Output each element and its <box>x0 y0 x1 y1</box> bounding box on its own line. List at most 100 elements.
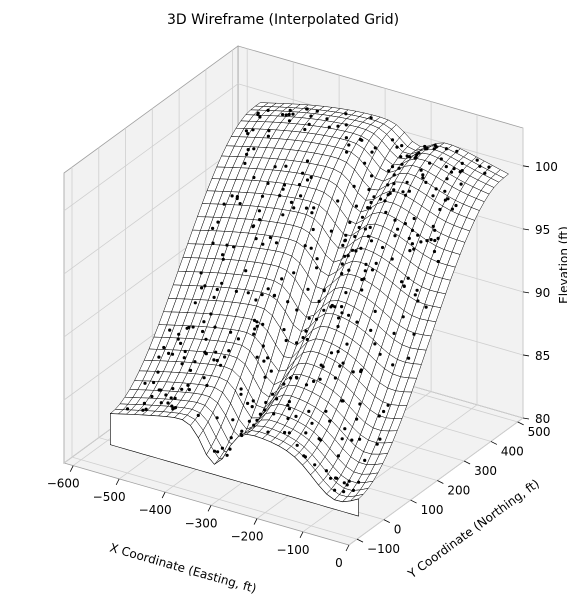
sample-point <box>370 268 375 272</box>
sample-point <box>357 480 361 484</box>
sample-point <box>164 393 168 397</box>
sample-point <box>392 331 396 335</box>
sample-point <box>187 388 191 392</box>
z-tick-label: 80 <box>535 412 550 426</box>
sample-point <box>450 207 454 211</box>
sample-point <box>358 137 363 142</box>
sample-point <box>200 286 204 290</box>
sample-point <box>269 369 273 373</box>
sample-point <box>407 356 411 360</box>
sample-point <box>317 299 321 303</box>
sample-point <box>255 320 259 324</box>
sample-point <box>341 361 345 365</box>
sample-point <box>346 254 350 258</box>
sample-point <box>424 305 428 309</box>
sample-point <box>261 344 265 348</box>
sample-point <box>431 224 435 228</box>
sample-point <box>244 269 248 273</box>
sample-point <box>284 338 288 343</box>
sample-point <box>333 488 337 492</box>
y-tick <box>463 460 471 465</box>
sample-point <box>444 165 448 169</box>
sample-point <box>384 210 388 214</box>
sample-point <box>406 276 410 280</box>
sample-point <box>211 241 215 245</box>
sample-point <box>407 236 411 240</box>
x-tick <box>115 478 120 486</box>
sample-point <box>405 180 409 184</box>
sample-point <box>256 112 260 117</box>
sample-point <box>191 325 195 329</box>
y-tick <box>410 499 417 504</box>
x-tick-label: −200 <box>231 530 264 544</box>
sample-point <box>186 383 190 387</box>
sample-point <box>487 165 491 169</box>
sample-point <box>282 183 287 187</box>
y-tick <box>490 441 498 445</box>
sample-point <box>333 305 337 309</box>
sample-point <box>340 311 344 315</box>
sample-point <box>378 437 382 441</box>
z-tick <box>522 165 530 168</box>
sample-point <box>271 392 275 396</box>
sample-point <box>416 299 420 303</box>
sample-point <box>287 400 291 404</box>
sample-point <box>355 417 359 421</box>
y-tick-label: 400 <box>501 444 524 458</box>
sample-point <box>412 247 416 251</box>
sample-point <box>311 227 315 232</box>
sample-point <box>377 414 381 418</box>
sample-point <box>215 287 219 292</box>
sample-point <box>327 125 331 129</box>
sample-point <box>230 194 234 198</box>
sample-point <box>202 376 206 380</box>
sample-point <box>340 437 344 441</box>
sample-point <box>324 469 328 473</box>
y-tick-label: 300 <box>474 464 497 478</box>
sample-point <box>438 207 442 212</box>
sample-point <box>282 328 286 332</box>
sample-point <box>196 413 200 417</box>
sample-point <box>273 165 277 169</box>
sample-point <box>294 414 298 418</box>
sample-point <box>202 320 206 324</box>
sample-point <box>286 416 290 421</box>
y-tick-label: −100 <box>367 542 400 556</box>
sample-point <box>314 317 319 321</box>
sample-point <box>329 476 333 480</box>
sample-point <box>291 112 295 116</box>
sample-point <box>363 269 367 273</box>
sample-point <box>229 330 233 334</box>
x-axis-label: X Coordinate (Easting, ft) <box>108 541 258 595</box>
sample-point <box>312 206 316 210</box>
sample-point <box>354 204 358 208</box>
sample-point <box>243 161 247 165</box>
sample-point <box>337 316 341 320</box>
sample-point <box>255 418 259 422</box>
sample-point <box>460 169 464 173</box>
sample-point <box>193 360 197 364</box>
sample-point <box>253 327 257 331</box>
surface-front-wall <box>110 413 359 517</box>
sample-point <box>362 277 366 281</box>
chart-title: 3D Wireframe (Interpolated Grid) <box>167 12 399 28</box>
sample-point <box>239 387 243 391</box>
sample-point <box>383 199 387 203</box>
sample-point <box>295 341 299 345</box>
x-tick <box>345 544 350 552</box>
sample-point <box>289 376 293 380</box>
sample-point <box>403 193 408 197</box>
x-tick-label: −500 <box>93 490 126 504</box>
sample-point <box>415 288 419 292</box>
sample-point <box>246 401 250 405</box>
sample-point <box>393 218 397 222</box>
sample-point <box>436 259 440 264</box>
sample-point <box>354 249 358 253</box>
sample-point <box>344 112 348 116</box>
sample-point <box>252 175 256 180</box>
sample-point <box>344 123 348 127</box>
sample-point <box>125 407 130 411</box>
sample-point <box>305 159 310 163</box>
sample-point <box>347 143 351 147</box>
